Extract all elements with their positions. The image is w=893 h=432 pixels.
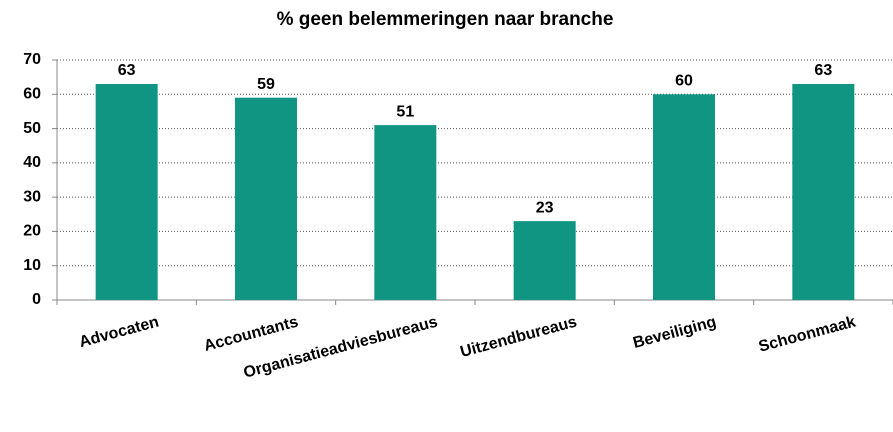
bar [513, 221, 576, 300]
data-label: 51 [396, 103, 414, 120]
y-tick-label: 70 [23, 51, 41, 68]
x-tick-label: Schoonmaak [757, 313, 858, 355]
bar [95, 84, 158, 300]
data-label: 63 [814, 62, 832, 79]
y-tick-label: 10 [23, 257, 41, 274]
data-label: 59 [257, 76, 275, 93]
data-label: 23 [536, 199, 554, 216]
y-tick-label: 20 [23, 223, 41, 240]
y-tick-label: 30 [23, 188, 41, 205]
data-label: 63 [118, 62, 136, 79]
y-tick-label: 40 [23, 154, 41, 171]
bar [374, 125, 437, 301]
bar [235, 97, 297, 300]
x-tick-label: Advocaten [77, 314, 160, 352]
chart-title: % geen belemmeringen naar branche [277, 9, 614, 30]
y-tick-label: 50 [23, 120, 41, 137]
data-label: 60 [675, 73, 693, 90]
y-tick-label: 0 [32, 291, 41, 308]
y-tick-label: 60 [23, 86, 41, 103]
x-tick-label: Beveiliging [631, 314, 718, 353]
bar [653, 94, 715, 301]
x-tick-label: Accountants [202, 313, 300, 355]
bar [792, 84, 855, 300]
x-tick-label: Uitzendbureaus [458, 313, 578, 361]
